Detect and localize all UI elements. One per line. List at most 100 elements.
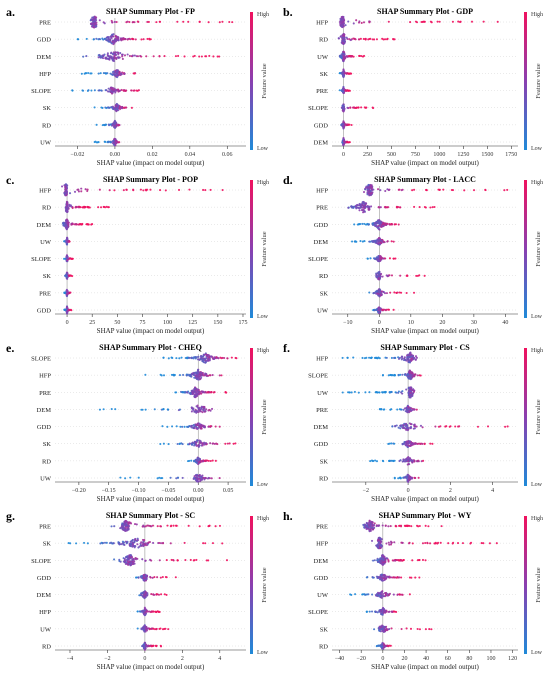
feature-label: UW xyxy=(317,54,329,61)
shap-point xyxy=(224,443,226,445)
shap-point xyxy=(153,576,155,578)
shap-point xyxy=(413,424,415,426)
beeswarm-pre xyxy=(379,405,418,414)
shap-point xyxy=(188,460,190,462)
x-tick-label: −2 xyxy=(363,488,369,494)
shap-point xyxy=(210,356,212,358)
shap-point xyxy=(208,354,210,356)
shap-point xyxy=(388,309,390,311)
shap-point xyxy=(84,206,86,208)
shap-point xyxy=(386,274,388,276)
shap-point xyxy=(376,240,378,242)
shap-point xyxy=(105,37,107,39)
shap-point xyxy=(137,55,139,57)
shap-point xyxy=(409,376,411,378)
shap-point xyxy=(202,189,204,191)
shap-point xyxy=(134,563,136,565)
feature-label: DEM xyxy=(314,239,329,246)
shap-point xyxy=(133,541,135,543)
shap-point xyxy=(171,357,173,359)
shap-point xyxy=(198,55,200,57)
shap-point xyxy=(409,457,411,459)
shap-point xyxy=(401,189,403,191)
shap-point xyxy=(379,189,381,191)
shap-point xyxy=(191,357,193,359)
shap-point xyxy=(144,544,146,546)
shap-point xyxy=(101,38,103,40)
shap-point xyxy=(358,22,360,24)
shap-point xyxy=(411,372,413,374)
shap-point xyxy=(120,39,122,41)
shap-point xyxy=(209,425,211,427)
panel-label: g. xyxy=(6,509,15,523)
colorbar xyxy=(524,348,527,486)
shap-point xyxy=(377,293,379,295)
shap-point xyxy=(424,443,426,445)
shap-point xyxy=(343,89,345,91)
shap-point xyxy=(407,408,409,410)
shap-point xyxy=(113,141,115,143)
x-tick-label: 40 xyxy=(502,320,508,326)
shap-point xyxy=(219,21,221,23)
shap-point xyxy=(218,55,220,57)
shap-point xyxy=(136,543,138,545)
shap-point xyxy=(411,189,413,191)
x-axis-label: SHAP value (impact on model output) xyxy=(97,327,205,335)
shap-point xyxy=(393,241,395,243)
shap-point xyxy=(388,189,390,191)
shap-point xyxy=(118,39,120,41)
shap-point xyxy=(368,241,370,243)
shap-point xyxy=(367,208,369,210)
shap-point xyxy=(107,141,109,143)
shap-point xyxy=(373,38,375,40)
shap-point xyxy=(108,88,110,90)
shap-point xyxy=(407,427,409,429)
shap-point xyxy=(190,426,192,428)
shap-point xyxy=(179,426,181,428)
shap-point xyxy=(176,425,178,427)
shap-point xyxy=(113,558,115,560)
shap-point xyxy=(150,525,152,527)
shap-point xyxy=(115,108,117,110)
shap-point xyxy=(402,427,404,429)
shap-point xyxy=(205,373,207,375)
beeswarm-uw xyxy=(94,138,121,147)
shap-point xyxy=(398,189,400,191)
shap-point xyxy=(122,541,124,543)
shap-point xyxy=(207,559,209,561)
shap-point xyxy=(167,628,169,630)
shap-point xyxy=(174,391,176,393)
feature-label: RD xyxy=(42,122,51,129)
beeswarm-gdd xyxy=(63,305,72,314)
shap-point xyxy=(394,357,396,359)
shap-point xyxy=(124,54,126,56)
shap-point xyxy=(191,410,193,412)
feature-label: GDD xyxy=(37,37,51,44)
shap-point xyxy=(130,554,132,556)
feature-label: SLOPE xyxy=(308,256,328,263)
shap-point xyxy=(371,459,373,461)
feature-label: GDD xyxy=(37,575,51,582)
beeswarm-gdd xyxy=(387,440,433,448)
shap-point xyxy=(379,258,381,260)
x-tick-label: 0 xyxy=(378,320,381,326)
shap-point xyxy=(126,530,128,532)
shap-point xyxy=(116,103,118,105)
shap-point xyxy=(195,412,197,414)
x-tick-label: 750 xyxy=(411,152,420,158)
shap-point xyxy=(197,377,199,379)
shap-point xyxy=(373,292,375,294)
shap-point xyxy=(146,21,148,23)
shap-point xyxy=(406,411,408,413)
feature-label: DEM xyxy=(314,140,329,147)
shap-point xyxy=(412,358,414,360)
shap-point xyxy=(134,523,136,525)
shap-point xyxy=(196,424,198,426)
shap-point xyxy=(369,257,371,259)
feature-label: RD xyxy=(42,458,51,465)
shap-point xyxy=(400,477,402,479)
shap-point xyxy=(72,223,74,225)
shap-point xyxy=(122,58,124,60)
shap-point xyxy=(160,577,162,579)
shap-point xyxy=(120,543,122,545)
